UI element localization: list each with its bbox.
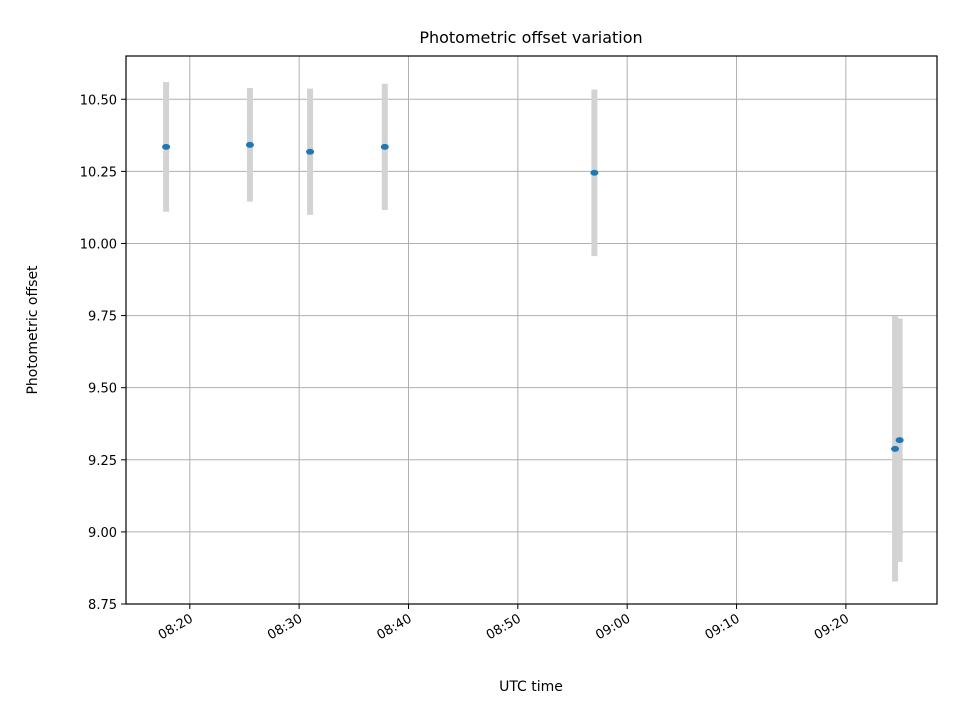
plot-frame xyxy=(125,55,938,605)
data-point xyxy=(895,437,904,444)
y-axis-label: Photometric offset xyxy=(25,265,41,395)
data-point xyxy=(306,148,315,155)
data-point xyxy=(380,143,389,150)
y-tick-label: 10.25 xyxy=(80,165,117,180)
x-tick-label: 09:00 xyxy=(593,611,633,643)
x-tick-label: 08:50 xyxy=(484,611,524,643)
y-tick-label: 8.75 xyxy=(88,598,117,613)
errorbars xyxy=(163,81,903,582)
y-tick-label: 10.50 xyxy=(80,93,117,108)
x-tick-label: 09:20 xyxy=(812,611,852,643)
data-point xyxy=(590,169,599,176)
y-tick-label: 10.00 xyxy=(80,237,117,252)
x-tick-label: 09:10 xyxy=(703,611,743,643)
x-gridlines xyxy=(189,56,847,604)
y-tick-label: 9.75 xyxy=(88,310,117,325)
y-axis-ticks: 8.75 9.00 9.25 9.50 9.75 10.00 10.25 10.50 xyxy=(80,93,126,613)
data-point xyxy=(245,141,254,148)
x-tick-label: 08:20 xyxy=(156,611,196,643)
y-tick-label: 9.50 xyxy=(88,382,117,397)
chart-title: Photometric offset variation xyxy=(419,28,642,47)
x-tick-label: 08:40 xyxy=(375,611,415,643)
y-tick-label: 9.00 xyxy=(88,526,117,541)
y-gridlines xyxy=(126,98,937,605)
data-point xyxy=(891,445,900,452)
x-axis-label: UTC time xyxy=(499,679,563,695)
x-tick-label: 08:30 xyxy=(265,611,305,643)
data-point xyxy=(162,143,171,150)
x-axis-ticks: 08:20 08:30 08:40 08:50 09:00 09:10 09:20 xyxy=(156,604,852,643)
y-tick-label: 9.25 xyxy=(88,454,117,469)
data-points xyxy=(162,141,904,452)
